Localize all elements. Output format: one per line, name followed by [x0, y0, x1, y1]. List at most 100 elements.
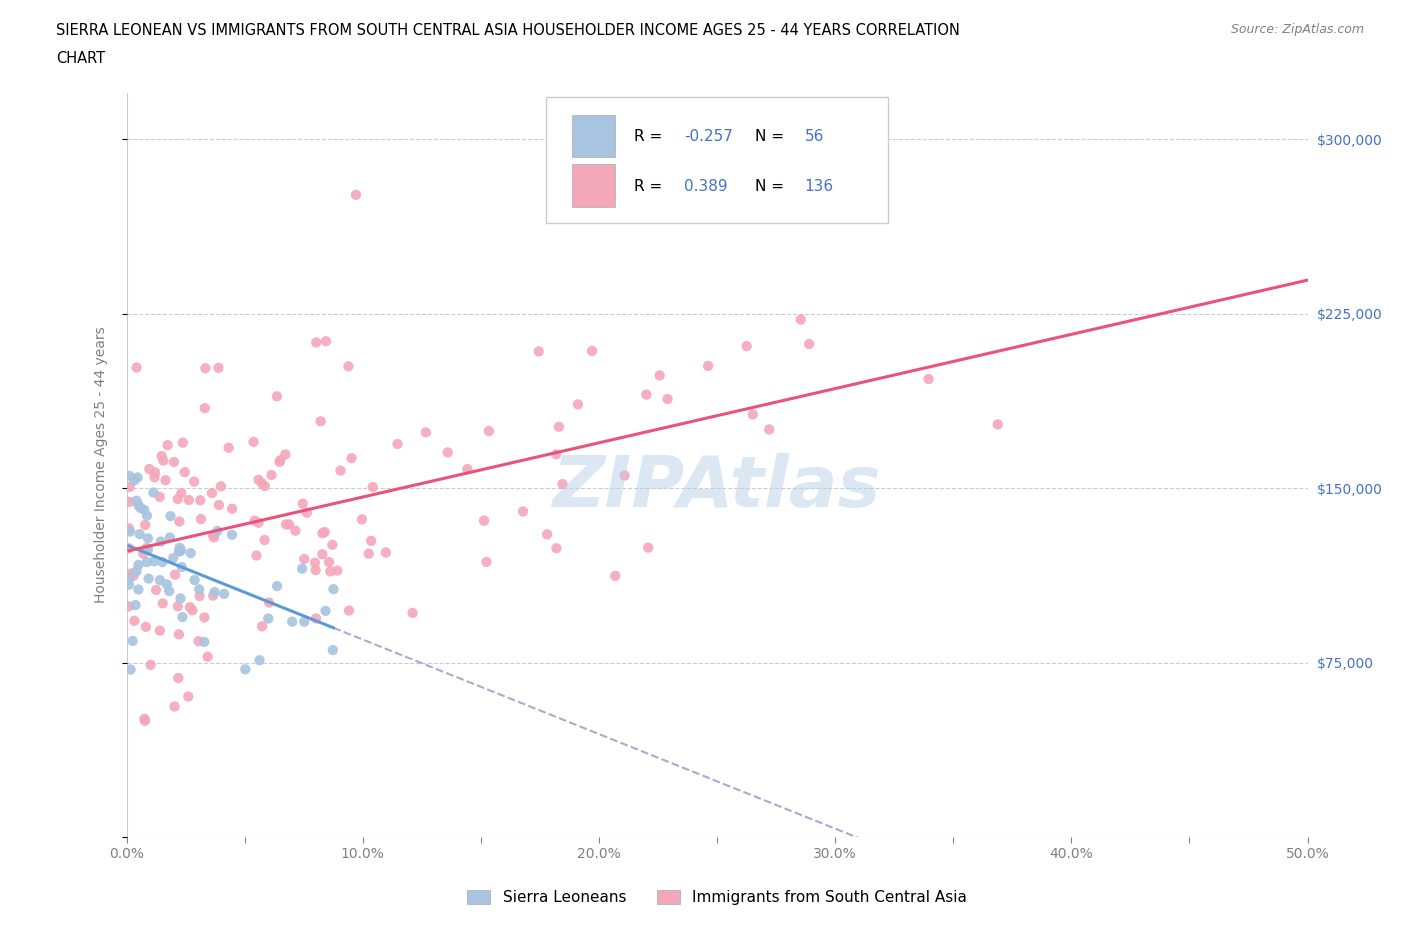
- Point: [194, 361, 217, 376]
- Point: [180, 546, 202, 561]
- Point: [987, 417, 1010, 432]
- Point: [197, 649, 219, 664]
- Point: [207, 361, 229, 376]
- Point: [295, 505, 318, 520]
- Point: [118, 599, 141, 614]
- Point: [605, 568, 627, 583]
- Point: [125, 493, 148, 508]
- Text: ZIPAtlas: ZIPAtlas: [553, 453, 882, 522]
- Point: [152, 453, 174, 468]
- Point: [167, 627, 190, 642]
- Point: [181, 603, 204, 618]
- Text: Source: ZipAtlas.com: Source: ZipAtlas.com: [1230, 23, 1364, 36]
- Point: [340, 451, 363, 466]
- Point: [326, 564, 349, 578]
- Point: [125, 360, 148, 375]
- Point: [118, 521, 141, 536]
- Point: [233, 662, 256, 677]
- Y-axis label: Householder Income Ages 25 - 44 years: Householder Income Ages 25 - 44 years: [94, 326, 108, 604]
- Point: [170, 542, 193, 557]
- Point: [360, 534, 382, 549]
- Point: [173, 465, 195, 480]
- Point: [527, 344, 550, 359]
- Point: [266, 389, 288, 404]
- Point: [697, 358, 720, 373]
- Point: [218, 440, 240, 455]
- Point: [551, 477, 574, 492]
- Point: [253, 479, 276, 494]
- Point: [142, 485, 165, 500]
- Point: [387, 436, 409, 451]
- Text: N =: N =: [755, 179, 789, 194]
- Point: [636, 387, 658, 402]
- Point: [581, 343, 603, 358]
- Point: [266, 578, 288, 593]
- Point: [790, 312, 813, 327]
- Point: [415, 425, 437, 440]
- Point: [121, 633, 143, 648]
- Point: [188, 582, 211, 597]
- Point: [304, 555, 326, 570]
- Point: [291, 561, 314, 576]
- Point: [127, 470, 149, 485]
- Point: [172, 435, 194, 450]
- Point: [204, 585, 226, 600]
- Point: [169, 591, 191, 605]
- Point: [322, 582, 344, 597]
- Point: [269, 455, 291, 470]
- Point: [314, 525, 336, 539]
- Point: [136, 508, 159, 523]
- Point: [128, 526, 150, 541]
- Point: [136, 531, 159, 546]
- Point: [350, 512, 373, 526]
- Point: [169, 544, 191, 559]
- Point: [152, 596, 174, 611]
- Point: [456, 461, 478, 476]
- Point: [165, 567, 187, 582]
- Point: [134, 517, 156, 532]
- Point: [127, 582, 149, 597]
- Point: [124, 614, 146, 629]
- Point: [209, 479, 232, 494]
- Point: [478, 424, 501, 439]
- Point: [202, 528, 225, 543]
- Point: [193, 634, 215, 649]
- Point: [250, 618, 273, 633]
- Text: 56: 56: [804, 129, 824, 144]
- Point: [201, 485, 224, 500]
- Point: [337, 359, 360, 374]
- Point: [361, 480, 384, 495]
- Point: [917, 372, 939, 387]
- Point: [143, 554, 166, 569]
- Point: [159, 509, 181, 524]
- Point: [249, 653, 271, 668]
- Point: [135, 540, 157, 555]
- Point: [212, 587, 235, 602]
- Point: [128, 498, 150, 513]
- Point: [156, 438, 179, 453]
- Point: [329, 463, 352, 478]
- Point: [159, 530, 181, 545]
- Point: [134, 502, 156, 517]
- Legend: Sierra Leoneans, Immigrants from South Central Asia: Sierra Leoneans, Immigrants from South C…: [461, 884, 973, 911]
- Text: SIERRA LEONEAN VS IMMIGRANTS FROM SOUTH CENTRAL ASIA HOUSEHOLDER INCOME AGES 25 : SIERRA LEONEAN VS IMMIGRANTS FROM SOUTH …: [56, 23, 960, 38]
- Point: [357, 546, 380, 561]
- Point: [136, 542, 159, 557]
- Point: [613, 468, 636, 483]
- Point: [207, 524, 229, 538]
- Point: [120, 525, 142, 539]
- Point: [118, 578, 141, 592]
- Text: 136: 136: [804, 179, 834, 194]
- Point: [292, 614, 315, 629]
- Point: [304, 563, 326, 578]
- FancyBboxPatch shape: [546, 97, 889, 223]
- Point: [150, 448, 173, 463]
- Point: [292, 551, 315, 566]
- Point: [374, 545, 396, 560]
- Text: N =: N =: [755, 129, 789, 144]
- Point: [152, 554, 174, 569]
- Point: [472, 513, 495, 528]
- Point: [735, 339, 758, 353]
- Point: [172, 610, 194, 625]
- Point: [188, 493, 211, 508]
